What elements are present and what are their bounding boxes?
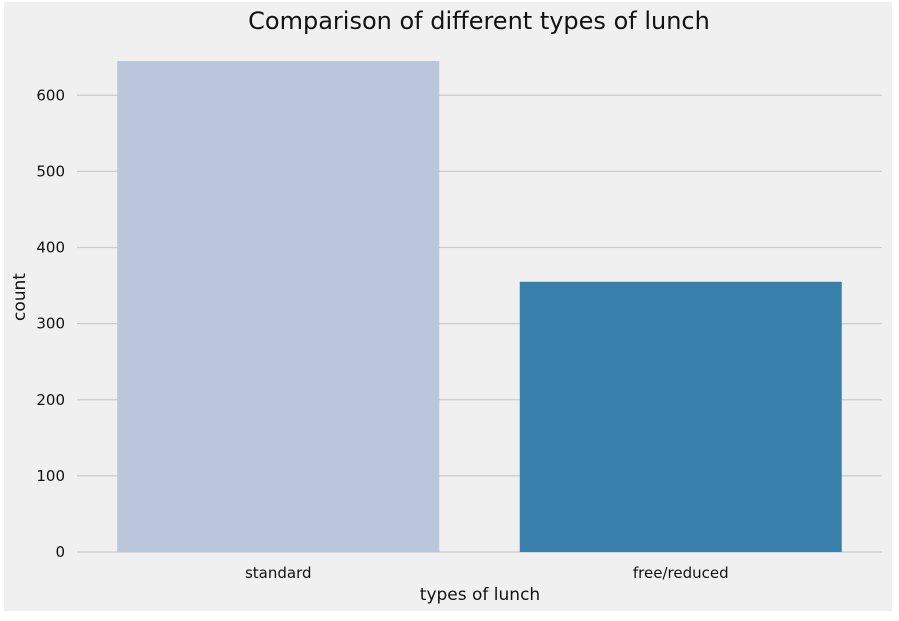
y-tick-label-400: 400 xyxy=(36,239,65,257)
bar-standard xyxy=(117,61,440,552)
y-axis-ticks: 0 100 200 300 400 500 600 xyxy=(36,86,65,561)
x-tick-label-free-reduced: free/reduced xyxy=(633,564,729,582)
y-axis-label: count xyxy=(10,273,30,321)
y-tick-label-300: 300 xyxy=(36,315,65,333)
bar-free-reduced xyxy=(519,281,842,552)
x-axis-label: types of lunch xyxy=(420,585,540,605)
x-tick-label-standard: standard xyxy=(245,564,312,582)
y-tick-label-0: 0 xyxy=(55,543,65,561)
y-tick-label-600: 600 xyxy=(36,86,65,104)
y-tick-label-200: 200 xyxy=(36,391,65,409)
bars xyxy=(117,61,842,552)
chart-title: Comparison of different types of lunch xyxy=(248,7,710,35)
y-tick-label-100: 100 xyxy=(36,467,65,485)
y-tick-label-500: 500 xyxy=(36,162,65,180)
x-axis-ticks: standard free/reduced xyxy=(245,564,729,582)
